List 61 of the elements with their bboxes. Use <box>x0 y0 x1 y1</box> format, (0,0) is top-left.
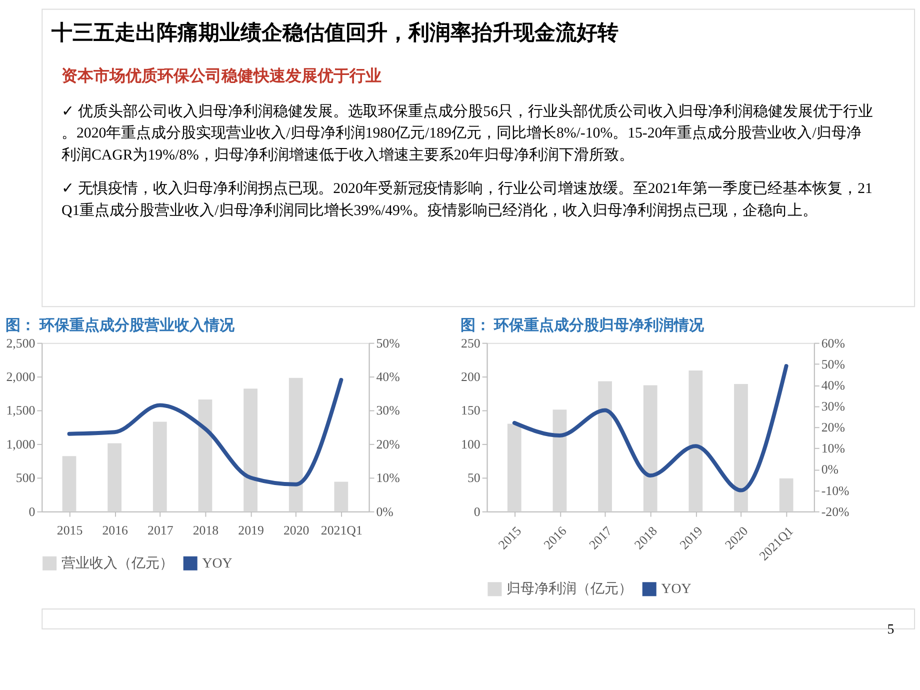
y-tick-label: 500 <box>16 471 36 486</box>
y2-tick-label: 60% <box>821 336 846 350</box>
bar <box>288 378 303 512</box>
x-tick-label: 2018 <box>192 524 219 538</box>
x-tick-label: 2020 <box>283 524 310 538</box>
bar <box>598 381 612 512</box>
text: 资本市场优质环保公司稳健快速发展优于行业 <box>61 67 382 86</box>
chart-title: 图： 环保重点成分股归母净利润情况 <box>460 316 706 334</box>
legend-label: 营业收入（亿元） <box>61 555 174 572</box>
bar <box>552 410 567 512</box>
y-tick-label: 0 <box>474 504 480 519</box>
text: 5 <box>887 622 894 638</box>
x-tick-label: 2019 <box>238 524 264 538</box>
x-tick-label: 2017 <box>148 524 174 538</box>
y2-tick-label: -10% <box>821 484 850 498</box>
y2-tick-label: 30% <box>376 404 400 418</box>
legend-label: 归母净利润（亿元） <box>506 581 633 598</box>
text: ✓ 无惧疫情，收入归母净利润拐点已现。2020年受新冠疫情影响，行业公司增速放缓。至2021年第一季度已经基本恢复，21Q1重点成分股营业收入/归母净利润同比增长39%/49%。疫情影响已经消化，收入归母净利润拐点已现，企稳向上。 <box>61 180 872 219</box>
chart-title: 图： 环保重点成分股营业收入情况 <box>6 316 236 334</box>
y2-tick-label: 10% <box>376 471 400 486</box>
legend-label: YOY <box>202 556 232 572</box>
y-tick-label: 2,500 <box>6 336 36 350</box>
text: 十三五走出阵痛期业绩企稳估值回升，利润率抬升现金流好转 <box>50 20 619 44</box>
y2-tick-label: -20% <box>821 504 850 519</box>
y2-tick-label: 50% <box>376 336 400 350</box>
bar <box>643 385 658 512</box>
y2-tick-label: 50% <box>821 357 846 372</box>
y2-tick-label: 40% <box>821 378 846 392</box>
y-tick-label: 150 <box>461 404 480 418</box>
y-tick-label: 100 <box>461 437 480 452</box>
bar <box>334 482 348 512</box>
y2-tick-label: 30% <box>821 399 846 414</box>
y2-tick-label: 0% <box>821 462 839 477</box>
x-tick-label: 2021Q1 <box>320 524 362 538</box>
line-series <box>67 378 344 486</box>
text: ✓ 优质头部公司收入归母净利润稳健发展。选取环保重点成分股56只，行业头部优质公司收入归母净利润稳健发展优于行业。2020年重点成分股实现营业收入/归母净利润1980亿元/189亿元，同比增长8%/-10%。15-20年重点成分股营业收入/归母净利润CAGR为19%/8%，归母净利润增速低于收入增速主要系20年归母净利润下滑所致。 <box>61 102 874 164</box>
bar <box>734 384 748 512</box>
y-tick-label: 1,000 <box>6 437 36 452</box>
legend-label: YOY <box>661 582 692 598</box>
y-tick-label: 2,000 <box>6 370 36 384</box>
y2-tick-label: 40% <box>376 370 400 384</box>
bar <box>108 443 122 512</box>
bar <box>507 424 522 512</box>
y2-tick-label: 0% <box>376 504 394 519</box>
y2-tick-label: 20% <box>821 420 846 435</box>
y-tick-label: 0 <box>28 504 36 519</box>
y2-tick-label: 20% <box>376 437 400 452</box>
x-tick-label: 2016 <box>102 524 129 538</box>
bar <box>152 422 167 512</box>
y2-tick-label: 10% <box>821 442 846 456</box>
line-series <box>512 364 788 492</box>
bar <box>62 456 76 512</box>
bar <box>779 478 794 512</box>
y-tick-label: 250 <box>461 336 480 350</box>
y-tick-label: 200 <box>461 370 480 384</box>
bar <box>244 388 258 512</box>
x-tick-label: 2015 <box>56 524 83 538</box>
bar <box>198 399 212 512</box>
y-tick-label: 50 <box>467 471 480 486</box>
y-tick-label: 1,500 <box>6 404 36 418</box>
bar <box>688 370 703 512</box>
